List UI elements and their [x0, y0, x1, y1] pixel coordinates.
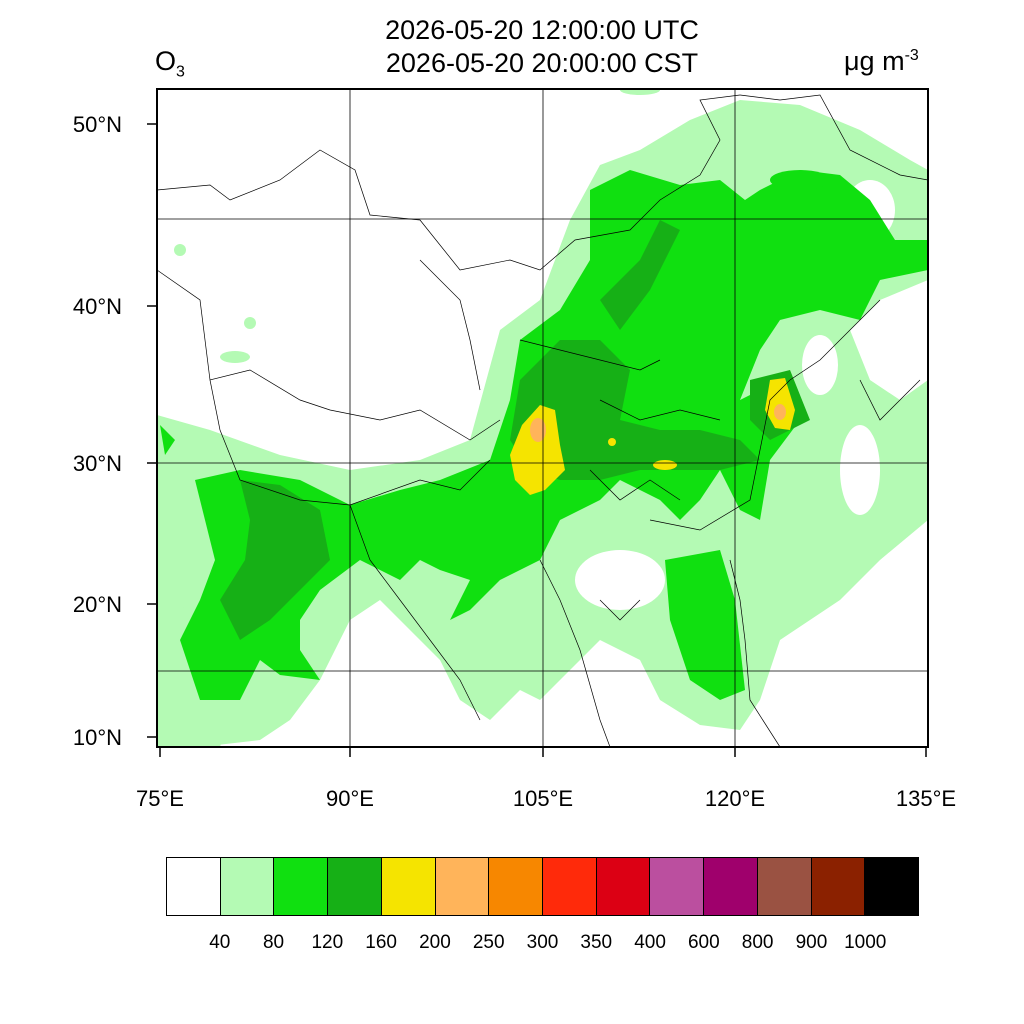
- species-subscript: 3: [176, 63, 185, 81]
- colorbar-swatch: [273, 858, 328, 915]
- colorbar-label: 300: [526, 932, 559, 953]
- contour-120-160: [220, 220, 810, 640]
- units-base: μg m: [844, 46, 905, 76]
- title-cst: 2026-05-20 20:00:00 CST: [385, 48, 699, 78]
- colorbar-labels: 40 80 120 160 200 250 300 350 400 600 800 900 1000: [166, 932, 919, 956]
- boundary-lines: [157, 94, 928, 747]
- colorbar-swatch: [649, 858, 704, 915]
- lat-tick-30: 30°N: [72, 451, 122, 476]
- concentration-field: [157, 89, 928, 747]
- lon-tick-75: 75°E: [136, 786, 184, 811]
- colorbar-swatch: [380, 858, 435, 915]
- colorbar-label: 250: [472, 932, 505, 953]
- colorbar-swatch: [864, 858, 919, 915]
- colorbar-label: 160: [365, 932, 397, 953]
- colorbar-label: 40: [209, 932, 231, 953]
- contour-200-250: [530, 404, 786, 442]
- lon-tick-135: 135°E: [895, 786, 957, 811]
- colorbar-swatch: [434, 858, 489, 915]
- tick-marks: [147, 123, 927, 757]
- colorbar: [166, 857, 919, 916]
- colorbar-swatch: [810, 858, 865, 915]
- colorbar-swatch: [219, 858, 274, 915]
- colorbar-swatch: [542, 858, 596, 915]
- colorbar-swatch: [488, 858, 543, 915]
- colorbar-swatch: [327, 858, 381, 915]
- colorbar-label: 120: [311, 932, 344, 953]
- title-utc: 2026-05-20 12:00:00 UTC: [385, 15, 699, 45]
- graticule: [157, 89, 928, 747]
- colorbar-swatch: [595, 858, 650, 915]
- colorbar-swatch: [756, 858, 811, 915]
- units-exponent: -3: [904, 47, 919, 64]
- colorbar-label: 80: [262, 932, 285, 953]
- lon-tick-90: 90°E: [326, 786, 374, 811]
- lat-tick-20: 20°N: [72, 592, 122, 617]
- colorbar-label: 800: [741, 932, 774, 953]
- colorbar-label: 600: [687, 932, 720, 953]
- lon-tick-105: 105°E: [512, 786, 574, 811]
- colorbar-label: 400: [634, 932, 666, 953]
- lat-tick-10: 10°N: [72, 725, 122, 750]
- lat-tick-40: 40°N: [72, 294, 122, 319]
- colorbar-swatch: [167, 858, 220, 915]
- lat-tick-50: 50°N: [72, 112, 122, 137]
- colorbar-swatch: [703, 858, 757, 915]
- units-label: μg m-3: [844, 46, 919, 77]
- species-label: O3: [155, 46, 185, 81]
- colorbar-label: 900: [795, 932, 828, 953]
- colorbar-label: 350: [580, 932, 613, 953]
- lon-tick-120: 120°E: [704, 786, 766, 811]
- colorbar-label: 1000: [844, 932, 887, 953]
- colorbar-label: 200: [419, 932, 451, 953]
- species-name: O: [155, 46, 177, 76]
